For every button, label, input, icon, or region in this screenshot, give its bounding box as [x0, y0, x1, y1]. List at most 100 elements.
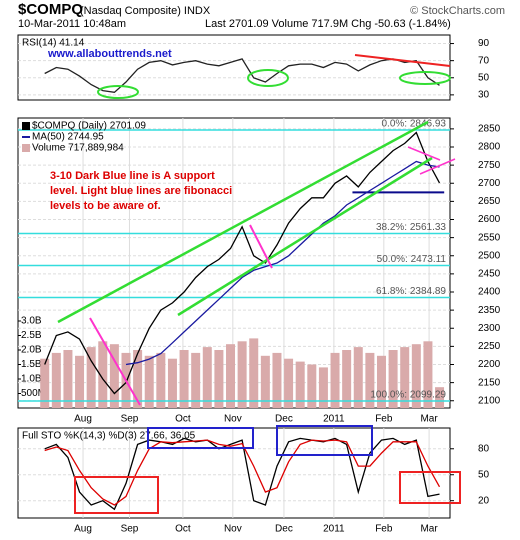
trend-line: [249, 224, 273, 269]
volume-bar: [342, 350, 352, 408]
x-tick-label: Nov: [224, 414, 242, 425]
panel-subtitle: www.allabouttrends.net: [47, 48, 172, 60]
x-tick-label: Sep: [121, 524, 139, 535]
volume-bar: [98, 341, 108, 408]
volume-bar: [388, 350, 398, 408]
y-tick-label: 30: [478, 90, 490, 101]
panel-title: RSI(14) 41.14: [22, 38, 85, 49]
volume-bar: [237, 341, 247, 408]
series-line: [44, 131, 441, 395]
y-tick-label: 2500: [478, 250, 501, 261]
y-tick-label: 2400: [478, 287, 501, 298]
series-line: [44, 439, 441, 506]
panel-title: Full STO %K(14,3) %D(3) 27.66, 36.05: [22, 431, 196, 442]
quote: Last 2701.09 Volume 717.9M Chg -50.63 (-…: [205, 18, 451, 30]
x-tick-label: Oct: [175, 524, 191, 535]
channel-line: [177, 156, 433, 317]
series-line: [44, 58, 440, 93]
y-tick-label: 2650: [478, 196, 501, 207]
y2-tick-label: 2.5B: [21, 330, 42, 341]
x-tick-label: Mar: [420, 414, 438, 425]
y-tick-label: 2450: [478, 269, 501, 280]
volume-bar: [365, 352, 375, 408]
highlight-box: [276, 425, 373, 456]
legend-swatch: [22, 144, 30, 152]
symbol: $COMPQ: [18, 1, 83, 18]
panel: [17, 34, 451, 101]
plot: 90 70 50 30 RSI(14) 41.14www.allabouttrends.…: [17, 34, 501, 535]
trend-line: [354, 54, 451, 67]
y-tick-label: 2300: [478, 323, 501, 334]
volume-bar: [295, 361, 305, 408]
series-line: [44, 437, 440, 511]
x-tick-label: Sep: [121, 414, 139, 425]
highlight: [247, 69, 289, 87]
volume-bar: [307, 364, 317, 408]
volume-bar: [400, 347, 410, 408]
y2-tick-label: 500M: [21, 388, 46, 399]
fib-label: 100.0%: 2099.29: [370, 390, 446, 401]
x-tick-label: Aug: [74, 524, 92, 535]
y2-tick-label: 1.5B: [21, 359, 42, 370]
y-tick-label: 2550: [478, 232, 501, 243]
volume-bar: [167, 358, 177, 408]
x-tick-label: 2011: [323, 524, 345, 535]
y2-tick-label: 1.0B: [21, 374, 42, 385]
quote-date: 10-Mar-2011 10:48am: [18, 18, 126, 30]
volume-bar: [330, 352, 340, 408]
annotation: 3-10 Dark Blue line is A support: [50, 170, 215, 182]
y-tick-label: 20: [478, 495, 490, 506]
symbol-name: (Nasdaq Composite) INDX: [80, 5, 211, 17]
y-tick-label: 80: [478, 443, 490, 454]
x-tick-label: Mar: [420, 524, 438, 535]
y-tick-label: 2700: [478, 178, 501, 189]
y2-tick-label: 3.0B: [21, 316, 42, 327]
series-line: [125, 160, 440, 366]
volume-bar: [376, 355, 386, 408]
volume-bar: [86, 347, 96, 408]
y-tick-label: 2850: [478, 124, 501, 135]
source: © StockCharts.com: [410, 5, 505, 17]
volume-bar: [109, 344, 119, 408]
volume-bar: [156, 352, 166, 408]
volume-bar: [411, 344, 421, 408]
volume-bar: [353, 347, 363, 408]
x-tick-label: Dec: [275, 524, 293, 535]
volume-bar: [260, 355, 270, 408]
annotation: level. Light blue lines are fibonacci: [50, 185, 232, 197]
volume-bar: [144, 355, 154, 408]
y2-tick-label: 2.0B: [21, 345, 42, 356]
annotations: [57, 54, 461, 514]
y-tick-label: 2600: [478, 214, 501, 225]
legend-label: MA(50) 2744.95: [32, 132, 104, 143]
volume-bar: [435, 387, 445, 408]
y-tick-label: 2250: [478, 341, 501, 352]
fib-label: 0.0%: 2846.93: [382, 119, 447, 130]
y-tick-label: 50: [478, 72, 490, 83]
y-tick-label: 50: [478, 469, 490, 480]
x-tick-label: Feb: [375, 414, 393, 425]
volume-bar: [272, 352, 282, 408]
volume-bar: [226, 344, 236, 408]
x-tick-label: 2011: [323, 414, 345, 425]
x-tick-label: Aug: [74, 414, 92, 425]
fib-label: 61.8%: 2384.89: [376, 286, 446, 297]
legend-label: Volume 717,889,984: [32, 143, 124, 154]
volume-bar: [75, 355, 85, 408]
highlight-box: [147, 427, 254, 449]
y-tick-label: 2200: [478, 359, 501, 370]
highlight-box: [399, 471, 461, 504]
y-tick-label: 2800: [478, 142, 501, 153]
legend-swatch: [22, 122, 30, 130]
y-tick-label: 90: [478, 38, 490, 49]
volume-bar: [51, 352, 61, 408]
volume-bar: [133, 350, 143, 408]
volume-bar: [40, 358, 50, 408]
y-tick-label: 2350: [478, 305, 501, 316]
x-tick-label: Nov: [224, 524, 242, 535]
x-tick-label: Feb: [375, 524, 393, 535]
fib-label: 50.0%: 2473.11: [377, 254, 447, 265]
volume-bar: [284, 358, 294, 408]
volume-bar: [214, 350, 224, 408]
